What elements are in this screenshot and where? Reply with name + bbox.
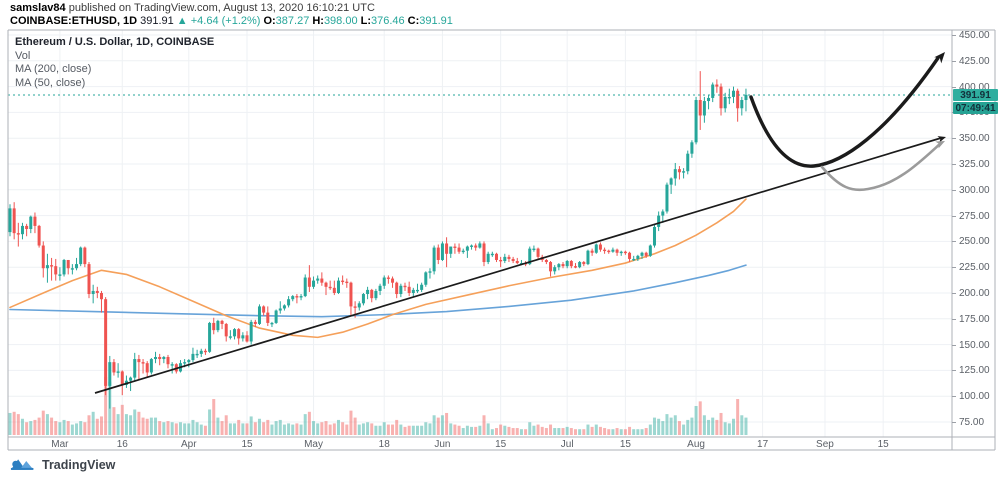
price-axis-label: 200.00 <box>959 288 990 299</box>
price-axis-tick <box>952 189 956 191</box>
price-axis-label: 225.00 <box>959 262 990 274</box>
price-axis-label: 350.00 <box>959 133 990 145</box>
price-axis-label: 325.00 <box>959 159 990 170</box>
footer: TradingView <box>10 455 115 475</box>
time-axis-label: 15 <box>241 439 253 450</box>
chart-legend: Ethereum / U.S. Dollar, 1D, COINBASE Vol… <box>15 36 214 90</box>
time-axis-label: 15 <box>877 439 889 450</box>
price-axis-tick <box>952 164 956 165</box>
time-axis-label: May <box>304 439 323 450</box>
symbol-name: COINBASE:ETHUSD, 1D <box>10 15 138 27</box>
price-axis-label: 150.00 <box>959 339 990 351</box>
high-value: 398.00 <box>323 15 358 27</box>
time-axis-label: 17 <box>757 439 769 450</box>
last-price: 391.91 <box>140 15 174 27</box>
price-axis-tick <box>952 344 956 346</box>
high-label: H: <box>312 15 324 27</box>
price-axis-tick <box>952 241 956 243</box>
price-axis-tick <box>952 60 956 62</box>
price-axis-tick <box>952 215 956 217</box>
price-axis-label: 125.00 <box>959 365 990 377</box>
price-axis-tick <box>952 293 956 294</box>
time-axis-label: Mar <box>51 439 69 450</box>
close-label: C: <box>407 15 420 27</box>
close-value: 391.91 <box>419 15 453 27</box>
publish-text: published on TradingView.com, August 13,… <box>65 2 375 14</box>
price-axis-tick <box>952 396 956 398</box>
low-label: L: <box>360 15 371 27</box>
time-axis[interactable]: Mar 16 Apr 15 May 18 Jun 15 Jul 15 Aug 17 Sep 15 <box>8 437 952 450</box>
price-axis-tick <box>952 35 956 36</box>
price-axis-label: 100.00 <box>959 391 990 403</box>
bar-countdown-badge: 07:49:41 <box>953 101 998 114</box>
time-axis-label: Apr <box>181 439 197 450</box>
publish-info: samslav84 published on TradingView.com, … <box>10 2 375 14</box>
price-axis-tick <box>952 422 956 423</box>
price-axis-label: 400.00 <box>959 81 990 93</box>
legend-ma200: MA (200, close) <box>15 63 92 75</box>
legend-ma50: MA (50, close) <box>15 76 86 89</box>
price-axis-label: 300.00 <box>959 184 990 196</box>
time-axis-label: Sep <box>816 439 834 450</box>
symbol-summary: COINBASE:ETHUSD, 1D 391.91 ▲ +4.64 (+1.2%)… <box>10 15 456 27</box>
legend-volume: Vol <box>15 49 31 62</box>
price-axis-label: 450.00 <box>959 30 990 41</box>
author-name: samslav84 <box>10 2 66 14</box>
price-axis-tick <box>952 370 956 372</box>
low-value: 376.46 <box>370 15 405 27</box>
time-axis-label: Aug <box>687 439 705 450</box>
time-axis-label: Jun <box>434 439 451 450</box>
price-axis-tick <box>952 267 956 269</box>
time-axis-label: 18 <box>378 439 390 450</box>
open-label: O: <box>263 15 276 27</box>
price-axis-label: 175.00 <box>959 313 990 325</box>
brand-name[interactable]: TradingView <box>42 458 116 472</box>
price-axis-label: 75.00 <box>959 417 985 428</box>
time-axis-label: Jul <box>560 439 574 450</box>
time-axis-label: 15 <box>619 439 631 450</box>
current-price-badge: 391.91 <box>953 88 998 101</box>
price-change: ▲ +4.64 (+1.2%) <box>176 15 261 27</box>
tradingview-logo-icon[interactable] <box>10 456 36 474</box>
price-axis-label: 250.00 <box>959 236 990 248</box>
legend-symbol-title: Ethereum / U.S. Dollar, 1D, COINBASE <box>15 36 215 48</box>
price-axis-tick <box>952 138 956 140</box>
price-axis-tick <box>952 318 956 320</box>
time-axis-label: 15 <box>495 439 507 450</box>
price-axis[interactable]: 450.00425.00400.00375.00350.00325.00300.… <box>952 30 1000 437</box>
price-axis-tick <box>952 86 956 88</box>
time-axis-label: 16 <box>116 439 128 450</box>
price-axis-label: 425.00 <box>959 55 990 67</box>
price-axis-label: 275.00 <box>959 210 990 222</box>
open-value: 387.27 <box>275 15 310 27</box>
